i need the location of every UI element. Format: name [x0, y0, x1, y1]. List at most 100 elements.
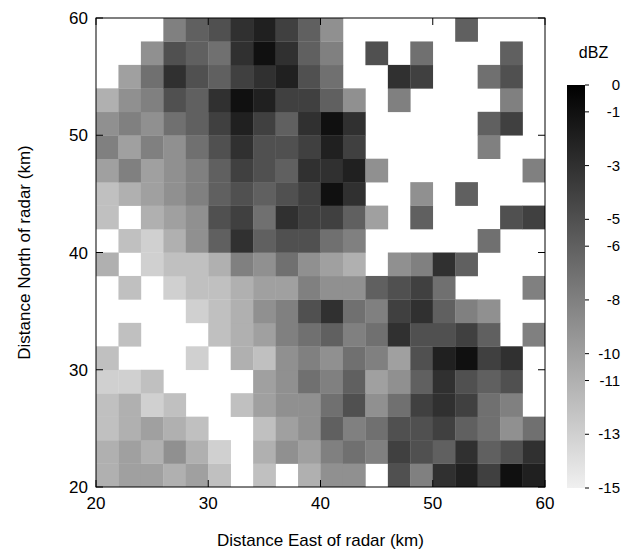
cell	[276, 182, 299, 206]
cell	[253, 464, 276, 487]
x-tick	[432, 18, 433, 25]
y-tick-label: 40	[69, 244, 88, 263]
cell	[276, 346, 299, 370]
cell	[276, 159, 299, 183]
y-tick-label: 60	[69, 9, 88, 28]
frame	[96, 18, 545, 487]
cell	[186, 182, 209, 206]
cell	[321, 41, 344, 65]
colorbar-tick-label: -8	[607, 291, 620, 308]
cell	[186, 229, 209, 253]
cell	[298, 346, 321, 370]
cell	[478, 370, 501, 394]
cell	[298, 229, 321, 253]
cell	[208, 299, 231, 323]
cell	[141, 253, 164, 277]
x-tick	[96, 480, 97, 487]
cell	[276, 206, 299, 230]
x-tick-label: 50	[423, 494, 442, 513]
cell	[276, 323, 299, 347]
cell	[276, 253, 299, 277]
cell	[231, 299, 254, 323]
cell	[163, 440, 186, 464]
cell	[276, 370, 299, 394]
cell	[433, 440, 456, 464]
cell	[343, 346, 366, 370]
cell	[118, 65, 141, 89]
cell	[321, 323, 344, 347]
cell	[388, 440, 411, 464]
cell	[208, 65, 231, 89]
cell	[118, 159, 141, 183]
cell	[186, 276, 209, 300]
cell	[500, 440, 523, 464]
cell	[96, 464, 119, 487]
cell	[478, 229, 501, 253]
cell	[253, 417, 276, 441]
cell	[388, 299, 411, 323]
cell	[478, 135, 501, 159]
cell	[500, 464, 523, 487]
cell	[388, 464, 411, 487]
cell	[321, 65, 344, 89]
cell	[298, 65, 321, 89]
cell	[231, 65, 254, 89]
cell	[433, 464, 456, 487]
cell	[231, 253, 254, 277]
y-tick-label: 50	[69, 126, 88, 145]
cell	[410, 323, 433, 347]
x-tick	[320, 18, 321, 25]
cell	[410, 440, 433, 464]
cell	[455, 417, 478, 441]
x-tick-label: 60	[536, 494, 555, 513]
cell	[118, 417, 141, 441]
cell	[231, 346, 254, 370]
cell	[208, 464, 231, 487]
cell	[163, 18, 186, 42]
cell	[141, 464, 164, 487]
cell	[298, 370, 321, 394]
cell	[186, 112, 209, 136]
cell	[388, 276, 411, 300]
cell	[141, 159, 164, 183]
cell	[433, 346, 456, 370]
cell	[365, 370, 388, 394]
cell	[96, 417, 119, 441]
cell	[410, 276, 433, 300]
x-axis-title: Distance East of radar (km)	[217, 531, 424, 550]
cell	[163, 206, 186, 230]
x-tick	[545, 18, 546, 25]
cell	[141, 65, 164, 89]
colorbar-tick-label: -5	[607, 210, 620, 227]
cell	[321, 159, 344, 183]
cell	[388, 323, 411, 347]
x-tick	[208, 480, 209, 487]
cell	[343, 417, 366, 441]
cell	[343, 323, 366, 347]
colorbar-tick-label: -13	[598, 425, 620, 442]
cell	[343, 182, 366, 206]
cell	[321, 464, 344, 487]
cell	[231, 393, 254, 417]
cell	[276, 88, 299, 112]
cell	[186, 206, 209, 230]
cell	[388, 65, 411, 89]
cell	[433, 370, 456, 394]
cell	[365, 299, 388, 323]
cell	[410, 417, 433, 441]
cell	[141, 41, 164, 65]
cell	[321, 417, 344, 441]
cell	[455, 393, 478, 417]
cell	[523, 417, 545, 441]
cell	[118, 88, 141, 112]
cell	[365, 159, 388, 183]
cell	[410, 370, 433, 394]
cell	[186, 18, 209, 42]
cell	[365, 323, 388, 347]
cell	[410, 41, 433, 65]
cell	[208, 135, 231, 159]
cell	[276, 393, 299, 417]
cell	[163, 229, 186, 253]
y-tick	[96, 135, 103, 136]
cell	[118, 182, 141, 206]
